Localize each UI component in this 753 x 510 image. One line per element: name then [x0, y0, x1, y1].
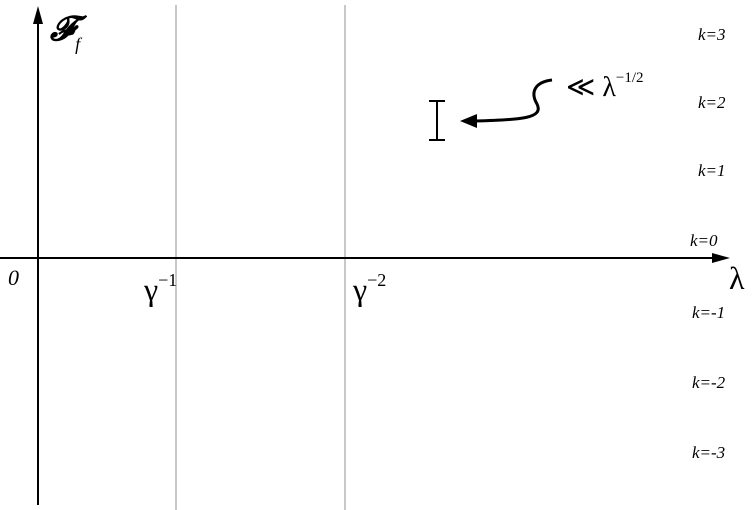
branch-k3 — [345, 46, 690, 94]
y-axis-arrow — [33, 6, 43, 24]
y-axis — [33, 6, 43, 505]
x-axis-label: λ — [729, 260, 745, 296]
branch-km3 — [345, 392, 690, 468]
curvy-arrow — [460, 78, 553, 128]
gamma-inv-label: γ−1 — [143, 270, 177, 307]
branch-km2 — [345, 326, 690, 400]
branch-label-km2: k=-2 — [692, 373, 726, 392]
y-axis-label: 𝓕f — [49, 11, 88, 54]
origin-label: 0 — [8, 265, 19, 290]
branch-k2 — [345, 86, 690, 156]
gap-marker — [429, 100, 445, 141]
annotation-label: ≪ λ−1/2 — [566, 70, 644, 103]
branch-label-km1: k=-1 — [692, 303, 725, 322]
branch-label-k0: k=0 — [690, 231, 718, 250]
branch-km1 — [345, 258, 690, 334]
branch-k0 — [345, 214, 690, 266]
x-axis — [0, 253, 730, 263]
x-axis-arrow — [712, 253, 730, 263]
branch-label-k2: k=2 — [698, 93, 726, 112]
gamma-inv2-label: γ−2 — [352, 270, 386, 307]
branch-label-km3: k=-3 — [692, 443, 725, 462]
scatter-region — [176, 46, 690, 468]
branch-label-k1: k=1 — [698, 161, 726, 180]
branch-label-k3: k=3 — [698, 25, 726, 44]
branch-k1 — [345, 148, 690, 222]
